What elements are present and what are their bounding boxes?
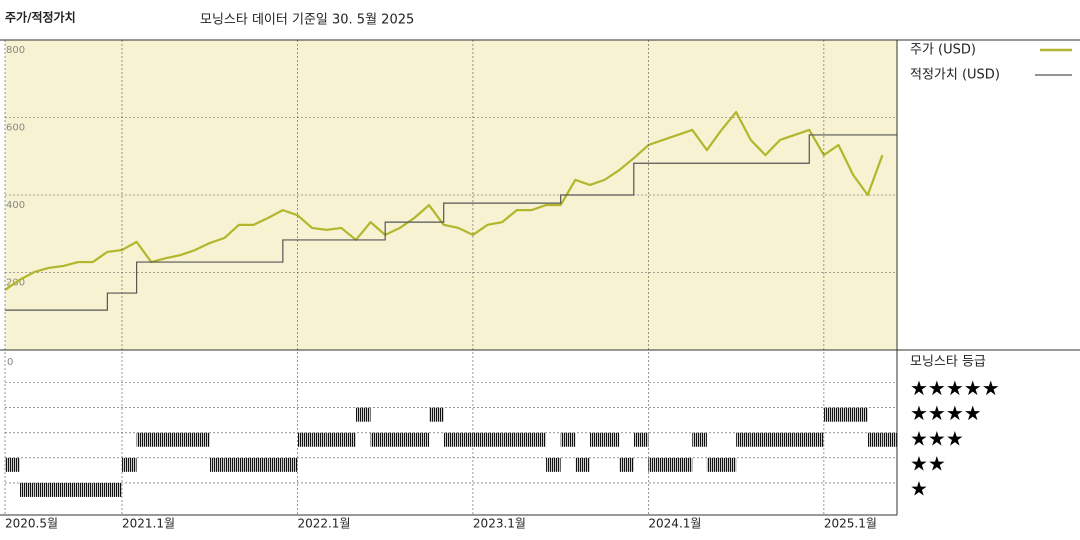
y-tick-label: 600 <box>6 123 25 134</box>
rating-bar <box>195 432 210 447</box>
rating-bar <box>151 432 166 447</box>
rating-bar <box>853 407 868 422</box>
rating-bar <box>136 432 152 447</box>
rating-bar <box>663 457 678 472</box>
rating-bar <box>487 432 503 447</box>
rating-bar <box>575 457 590 472</box>
rating-bar <box>370 432 386 447</box>
rating-level: ★★★★★ <box>910 376 1000 400</box>
x-tick-label: 2025.1월 <box>824 517 877 531</box>
legend-label: 적정가치 (USD) <box>910 68 1000 83</box>
rating-level: ★ <box>910 476 928 500</box>
rating-bar <box>838 407 854 422</box>
y-tick-label: 800 <box>6 45 25 56</box>
rating-bar <box>312 432 327 447</box>
rating-bar <box>677 457 693 472</box>
rating-bar <box>531 432 547 447</box>
rating-bar <box>648 457 664 472</box>
rating-bar <box>253 457 269 472</box>
rating-bar <box>282 457 298 472</box>
chart-subtitle: 모닝스타 데이터 기준일 30. 5월 2025 <box>200 13 414 28</box>
corner-label: 0 <box>7 357 13 368</box>
rating-bar <box>78 482 93 497</box>
rating-bar <box>341 432 356 447</box>
rating-bar <box>633 432 649 447</box>
rating-bar <box>443 432 459 447</box>
rating-bar <box>589 432 605 447</box>
rating-bar <box>355 407 371 422</box>
rating-bar <box>414 432 430 447</box>
rating-bar <box>750 432 766 447</box>
rating-bar <box>268 457 283 472</box>
rating-bar <box>399 432 415 447</box>
x-tick-label: 2021.1월 <box>122 517 175 531</box>
rating-bar <box>809 432 824 447</box>
rating-bar <box>516 432 532 447</box>
x-tick-label: 2022.1월 <box>297 517 350 531</box>
rating-title: 모닝스타 등급 <box>910 355 986 370</box>
rating-bar <box>692 432 707 447</box>
rating-bar <box>706 457 722 472</box>
rating-bar <box>823 407 839 422</box>
x-tick-label: 2023.1월 <box>473 517 526 531</box>
rating-bar <box>34 482 49 497</box>
legend-label: 주가 (USD) <box>910 43 976 58</box>
x-tick-label: 2020.5월 <box>5 517 58 531</box>
rating-bar <box>238 457 254 472</box>
rating-bar <box>619 457 634 472</box>
chart-title: 주가/적정가치 <box>5 10 76 25</box>
rating-bar <box>92 482 108 497</box>
x-tick-label: 2024.1월 <box>648 517 701 531</box>
rating-bar <box>736 432 751 447</box>
fair-value-line <box>5 134 897 311</box>
rating-bar <box>121 457 137 472</box>
rating-bar <box>882 432 897 447</box>
rating-bar <box>472 432 488 447</box>
y-tick-label: 400 <box>6 200 25 211</box>
rating-bar <box>502 432 517 447</box>
rating-bar <box>385 432 400 447</box>
rating-bar <box>180 432 196 447</box>
rating-bar <box>297 432 313 447</box>
rating-bar <box>780 432 795 447</box>
rating-bar <box>604 432 620 447</box>
rating-bar <box>165 432 181 447</box>
rating-bar <box>867 432 883 447</box>
rating-bar <box>209 457 225 472</box>
rating-bar <box>224 457 239 472</box>
rating-bar <box>546 457 561 472</box>
rating-bar <box>458 432 473 447</box>
rating-bar <box>560 432 576 447</box>
rating-bar <box>63 482 79 497</box>
rating-bar <box>765 432 781 447</box>
rating-level: ★★★ <box>910 426 964 450</box>
rating-bar <box>429 407 444 422</box>
rating-bar <box>48 482 64 497</box>
rating-bar <box>107 482 122 497</box>
rating-bar <box>5 457 20 472</box>
rating-bar <box>19 482 35 497</box>
rating-bar <box>794 432 810 447</box>
rating-bar <box>721 457 737 472</box>
rating-level: ★★★★ <box>910 401 982 425</box>
rating-bar <box>326 432 342 447</box>
rating-level: ★★ <box>910 451 946 475</box>
